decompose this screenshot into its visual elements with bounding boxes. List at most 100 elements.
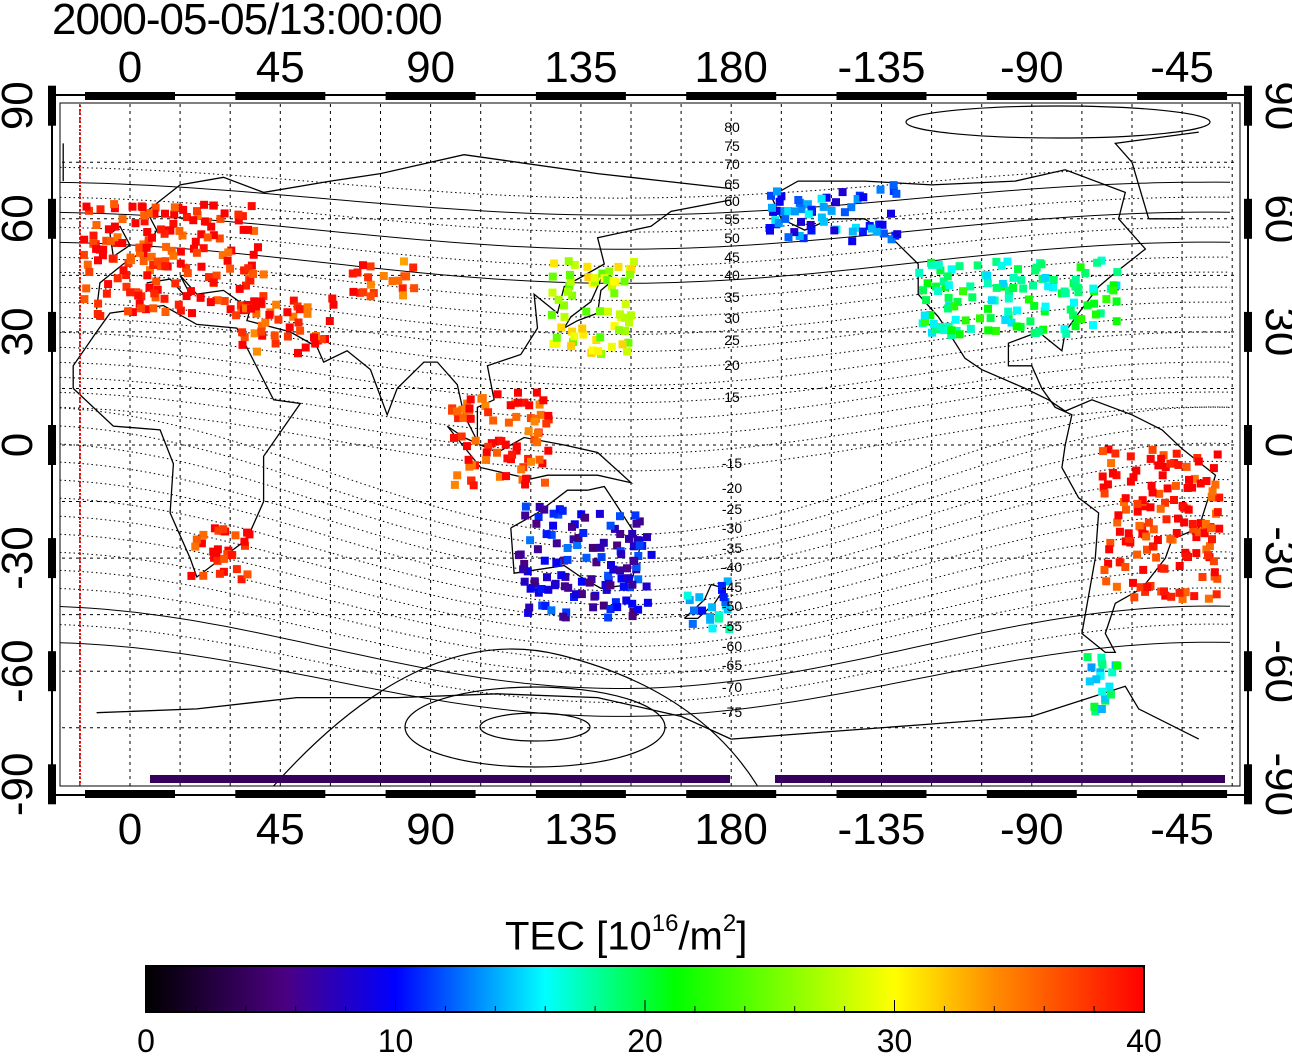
tec-cell	[182, 264, 191, 273]
tec-cell	[879, 229, 888, 238]
tec-cell	[683, 591, 692, 600]
tec-cell	[193, 207, 201, 216]
contour-label: -15	[722, 455, 742, 471]
tec-cell	[601, 580, 610, 589]
tec-cell	[1140, 502, 1149, 511]
tec-cell	[532, 388, 541, 397]
tec-cell	[85, 267, 94, 276]
tec-cell	[1144, 518, 1153, 527]
tec-cell	[1204, 594, 1213, 603]
contour-label: 60	[724, 193, 740, 209]
tec-cell	[547, 606, 556, 615]
tec-cell	[216, 214, 225, 223]
tec-cell	[113, 274, 122, 283]
tec-cell	[197, 262, 206, 271]
tec-cell	[1146, 454, 1155, 463]
tec-cell	[1106, 690, 1115, 699]
tec-cell	[1126, 452, 1135, 461]
north-magnetic-pole-contour	[905, 105, 1211, 139]
tec-cell	[991, 326, 1000, 335]
tec-cell	[493, 448, 501, 457]
tec-cell	[719, 593, 728, 602]
tec-cell	[588, 543, 597, 552]
tec-cell	[197, 230, 206, 239]
tec-cell	[806, 221, 815, 229]
tec-cell	[247, 202, 256, 211]
tec-cell	[399, 291, 408, 300]
contour-label: 80	[724, 119, 740, 135]
tec-cell	[565, 282, 574, 291]
contour-label: -70	[722, 679, 742, 695]
tec-cell	[1099, 483, 1108, 492]
tec-cell	[1185, 475, 1193, 484]
tec-cell	[512, 412, 521, 421]
tec-cell	[1096, 309, 1105, 318]
tec-cell	[1112, 317, 1121, 326]
tec-cell	[1171, 481, 1180, 490]
tec-cell	[629, 608, 638, 616]
contour-label: 50	[724, 230, 740, 246]
lat-tick-bar	[48, 651, 56, 692]
top-lon-label: 135	[544, 43, 617, 92]
tec-cell	[959, 287, 967, 296]
tec-cell	[215, 569, 224, 578]
tec-cell	[797, 217, 805, 226]
tec-cell	[199, 571, 208, 580]
tec-cell	[189, 216, 198, 225]
tec-cell	[484, 442, 493, 451]
tec-cell	[206, 298, 215, 307]
tec-cell	[1092, 310, 1100, 319]
top-lon-label: -135	[837, 43, 925, 92]
tec-cell	[567, 342, 576, 351]
tec-cell	[1207, 492, 1216, 501]
tec-cell	[632, 562, 641, 571]
tec-cell	[926, 311, 935, 319]
tec-cell	[247, 304, 255, 313]
tec-cell	[1148, 445, 1157, 454]
tec-cell	[131, 219, 140, 228]
tec-cell	[549, 509, 558, 518]
tec-cell	[1102, 295, 1111, 304]
tec-cell	[838, 188, 847, 197]
tec-cell	[1113, 518, 1122, 527]
tec-cell	[807, 205, 816, 214]
tec-cell	[253, 347, 261, 356]
lon-tick-bar	[385, 790, 476, 798]
tec-cell	[450, 480, 459, 489]
tec-cell	[569, 337, 578, 346]
tec-cell	[223, 256, 232, 265]
tec-cell	[517, 465, 526, 474]
contour-line	[60, 515, 1231, 620]
tec-cell	[537, 585, 546, 593]
tec-cell	[1213, 508, 1222, 517]
tec-cell	[366, 292, 375, 301]
tec-cell	[175, 226, 184, 235]
tec-cell	[983, 271, 992, 280]
tec-cell	[409, 263, 418, 272]
tec-cell	[1089, 284, 1098, 293]
tec-cell	[218, 251, 227, 259]
tec-cell	[817, 194, 826, 203]
tec-cell	[563, 544, 572, 552]
tec-cell	[1178, 595, 1187, 603]
tec-cell	[604, 575, 613, 584]
tec-cell	[542, 419, 551, 428]
tec-cell	[207, 222, 216, 231]
tec-cell	[140, 211, 149, 220]
tec-cell	[563, 555, 572, 564]
contour-label: 65	[724, 176, 740, 192]
tec-cell	[577, 577, 586, 586]
tec-cell	[557, 571, 566, 580]
contour-label: -45	[722, 579, 742, 595]
tec-cell	[1172, 449, 1181, 458]
tec-cell	[92, 244, 101, 253]
tec-cell	[1133, 499, 1142, 508]
tec-cell	[544, 585, 553, 594]
tec-cell	[161, 257, 170, 266]
tec-cell	[604, 571, 613, 580]
tec-cell	[249, 250, 258, 259]
tec-cell	[566, 277, 575, 286]
tec-cell	[1141, 587, 1150, 596]
tec-cell	[1196, 479, 1205, 488]
lat-tick-bar	[1244, 85, 1252, 126]
